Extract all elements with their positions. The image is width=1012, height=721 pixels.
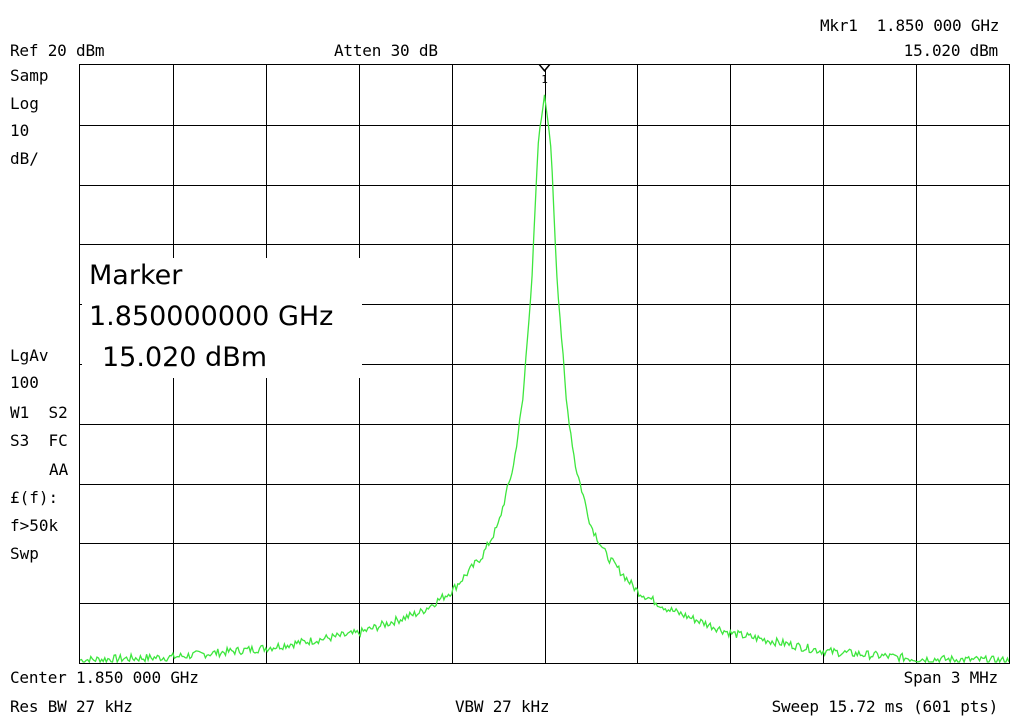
detector-label: Samp — [10, 66, 49, 85]
trace-mode-line2: S3 FC — [10, 431, 68, 450]
scale-unit-label: dB/ — [10, 149, 39, 168]
marker-readout-frequency: Mkr1 1.850 000 GHz — [820, 16, 1000, 35]
center-frequency: Center 1.850 000 GHz — [10, 668, 199, 687]
marker-diamond-icon — [538, 65, 551, 72]
correction-condition: f>50k — [10, 516, 59, 535]
marker-number: 1 — [541, 73, 548, 86]
marker-layer: 1 — [538, 65, 551, 86]
span: Span 3 MHz — [903, 668, 999, 687]
marker-annotation-title: Marker — [89, 260, 183, 291]
scale-value-label: 10 — [10, 121, 30, 140]
trace-mode-line3: AA — [49, 460, 69, 479]
video-bandwidth: VBW 27 kHz — [455, 697, 550, 716]
average-count-label: 100 — [10, 373, 39, 392]
attenuation: Atten 30 dB — [334, 41, 438, 60]
resolution-bandwidth: Res BW 27 kHz — [10, 697, 133, 716]
marker-readout-amplitude: 15.020 dBm — [903, 41, 999, 60]
sweep-time: Sweep 15.72 ms (601 pts) — [771, 697, 999, 716]
average-label: LgAv — [10, 346, 49, 365]
marker-annotation-amplitude: 15.020 dBm — [102, 342, 268, 373]
marker-annotation: Marker 1.850000000 GHz 15.020 dBm — [82, 258, 362, 378]
reference-level: Ref 20 dBm — [10, 41, 105, 60]
scale-type-label: Log — [10, 94, 39, 113]
correction-label: £(f): — [10, 488, 59, 507]
sweep-mode-label: Swp — [10, 544, 39, 563]
trace-mode-line1: W1 S2 — [10, 403, 68, 422]
trace-layer — [80, 94, 1009, 663]
marker-annotation-frequency: 1.850000000 GHz — [89, 301, 334, 332]
trace-line — [80, 94, 1009, 663]
